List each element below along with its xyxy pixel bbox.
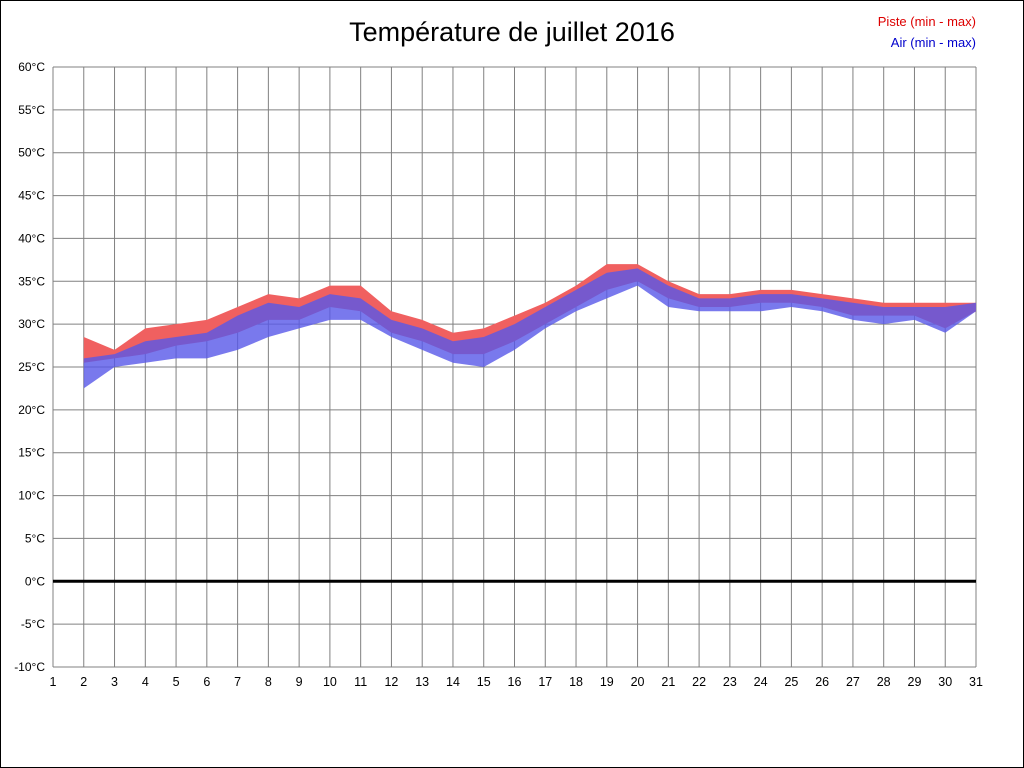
y-tick-label: 10°C xyxy=(18,489,45,503)
legend-piste: Piste (min - max) xyxy=(877,14,976,29)
y-tick-label: -10°C xyxy=(14,660,45,674)
y-tick-label: 60°C xyxy=(18,60,45,74)
y-tick-label: -5°C xyxy=(21,617,45,631)
x-tick-label: 22 xyxy=(692,675,706,689)
air-band xyxy=(83,268,977,389)
x-tick-label: 6 xyxy=(203,675,210,689)
x-tick-label: 13 xyxy=(415,675,429,689)
x-tick-label: 24 xyxy=(754,675,768,689)
x-tick-label: 9 xyxy=(296,675,303,689)
x-tick-label: 29 xyxy=(908,675,922,689)
x-tick-label: 3 xyxy=(111,675,118,689)
piste-band xyxy=(83,264,977,363)
y-tick-label: 40°C xyxy=(18,231,45,245)
y-tick-label: 55°C xyxy=(18,103,45,117)
x-tick-label: 18 xyxy=(569,675,583,689)
y-tick-label: 20°C xyxy=(18,403,45,417)
x-tick-label: 4 xyxy=(142,675,149,689)
x-tick-label: 25 xyxy=(784,675,798,689)
x-tick-label: 23 xyxy=(723,675,737,689)
x-tick-label: 27 xyxy=(846,675,860,689)
x-tick-label: 28 xyxy=(877,675,891,689)
x-tick-label: 11 xyxy=(354,675,367,689)
y-tick-label: 45°C xyxy=(18,189,45,203)
x-tick-label: 26 xyxy=(815,675,829,689)
x-tick-label: 31 xyxy=(969,675,983,689)
x-tick-label: 8 xyxy=(265,675,272,689)
x-tick-label: 7 xyxy=(234,675,241,689)
x-tick-label: 15 xyxy=(477,675,491,689)
x-tick-label: 19 xyxy=(600,675,614,689)
legend-air: Air (min - max) xyxy=(890,35,976,50)
chart-legend: Piste (min - max) Air (min - max) xyxy=(878,11,976,53)
x-tick-label: 30 xyxy=(938,675,952,689)
x-tick-label: 17 xyxy=(538,675,552,689)
x-tick-label: 2 xyxy=(80,675,87,689)
x-tick-label: 12 xyxy=(384,675,398,689)
x-tick-label: 14 xyxy=(446,675,460,689)
x-tick-label: 10 xyxy=(323,675,337,689)
x-tick-label: 16 xyxy=(508,675,522,689)
y-tick-label: 30°C xyxy=(18,317,45,331)
x-tick-label: 5 xyxy=(173,675,180,689)
y-tick-label: 25°C xyxy=(18,360,45,374)
y-tick-label: 0°C xyxy=(25,574,45,588)
y-tick-label: 35°C xyxy=(18,274,45,288)
x-tick-label: 20 xyxy=(631,675,645,689)
x-tick-label: 1 xyxy=(50,675,57,689)
y-tick-label: 50°C xyxy=(18,146,45,160)
chart-title: Température de juillet 2016 xyxy=(349,17,675,47)
y-tick-label: 5°C xyxy=(25,531,45,545)
x-tick-label: 21 xyxy=(661,675,675,689)
y-tick-label: 15°C xyxy=(18,446,45,460)
